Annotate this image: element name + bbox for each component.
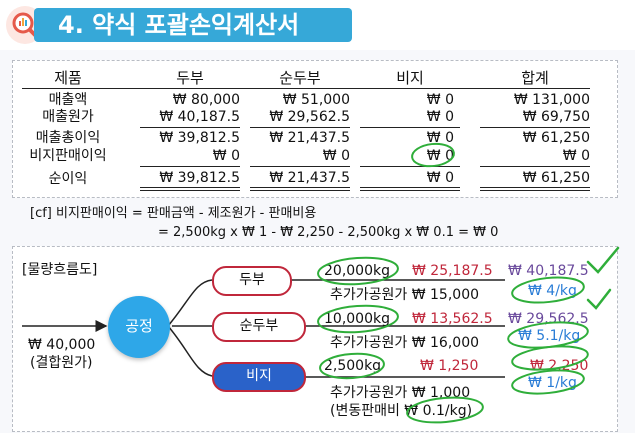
double-rule-total (480, 187, 590, 191)
row-label-sales: 매출액 (48, 92, 88, 108)
cell-okara-profit-tofu: ₩ 0 (212, 148, 240, 164)
subtotal-rule-tofu (140, 127, 240, 128)
cell-gross-soft-tofu: ₩ 21,437.5 (269, 130, 350, 146)
header: 4. 약식 포괄손익계산서 (0, 0, 635, 50)
total-okara: ₩ 2,250 (530, 358, 589, 374)
cell-cogs-total: ₩ 69,750 (522, 109, 590, 125)
flow-title: [물량흐름도] (22, 262, 98, 278)
process-label: 공정 (125, 317, 153, 335)
page-title: 4. 약식 포괄손익계산서 (58, 11, 300, 39)
cell-gross-okara: ₩ 0 (426, 130, 454, 146)
unit-soft-tofu: ₩ 5.1/kg (518, 328, 581, 344)
qty-okara: 2,500kg (324, 358, 382, 374)
cell-cogs-tofu: ₩ 40,187.5 (159, 109, 240, 125)
alloc-soft-tofu: ₩ 13,562.5 (412, 311, 493, 327)
cell-net-soft-tofu: ₩ 21,437.5 (269, 170, 350, 186)
cell-net-tofu: ₩ 39,812.5 (159, 170, 240, 186)
double-rule-okara (360, 187, 460, 191)
col-header-soft-tofu: 순두부 (279, 69, 321, 87)
row-label-gross-profit: 매출총이익 (35, 130, 101, 146)
input-label: (결합원가) (30, 355, 93, 371)
col-header-okara: 비지 (396, 69, 424, 87)
row-label-net-income: 순이익 (48, 171, 88, 187)
unit-tofu: ₩ 4/kg (528, 283, 577, 299)
col-header-total: 합계 (521, 69, 549, 87)
cell-okara-profit-okara: ₩ 0 (426, 148, 454, 164)
product-label-okara: 비지 (246, 368, 272, 384)
row-label-cogs: 매출원가 (42, 109, 94, 125)
cell-gross-total: ₩ 61,250 (522, 130, 590, 146)
cell-net-total: ₩ 61,250 (522, 170, 590, 186)
cell-gross-tofu: ₩ 39,812.5 (159, 130, 240, 146)
income-statement-panel (12, 60, 618, 198)
alloc-okara: ₩ 1,250 (420, 358, 479, 374)
note-calculation: = 2,500kg x ₩ 1 - ₩ 2,250 - 2,500kg x ₩ … (158, 225, 499, 240)
product-node-tofu (212, 266, 292, 296)
process-node (108, 296, 170, 358)
cell-okara-profit-total: ₩ 0 (562, 148, 590, 164)
col-header-tofu: 두부 (176, 69, 204, 87)
add-cost-okara: 추가가공원가 ₩ 1,000 (330, 385, 471, 401)
col-header-product: 제품 (54, 69, 82, 87)
cell-net-okara: ₩ 0 (426, 170, 454, 186)
qty-soft-tofu: 10,000kg (324, 311, 390, 327)
row-label-okara-profit: 비지판매이익 (29, 148, 107, 164)
cell-cogs-soft-tofu: ₩ 29,562.5 (269, 109, 350, 125)
subtotal-rule-soft-tofu (250, 127, 350, 128)
alloc-tofu: ₩ 25,187.5 (412, 263, 493, 279)
cell-sales-total: ₩ 131,000 (513, 92, 590, 108)
cell-sales-okara: ₩ 0 (426, 92, 454, 108)
header-rule (22, 88, 590, 89)
net-rule-total (480, 166, 590, 167)
total-soft-tofu: ₩ 29,562.5 (508, 311, 589, 327)
cell-sales-tofu: ₩ 80,000 (172, 92, 240, 108)
variable-selling-cost: (변동판매비 ₩ 0.1/kg) (330, 403, 473, 419)
unit-okara: ₩ 1/kg (528, 375, 577, 391)
total-tofu: ₩ 40,187.5 (508, 263, 589, 279)
cell-sales-soft-tofu: ₩ 51,000 (282, 92, 350, 108)
double-rule-tofu (140, 187, 240, 191)
subtotal-rule-total (480, 127, 590, 128)
double-rule-soft-tofu (250, 187, 350, 191)
net-rule-okara (360, 166, 460, 167)
product-label-tofu: 두부 (239, 272, 265, 288)
net-rule-soft-tofu (250, 166, 350, 167)
add-cost-soft-tofu: 추가가공원가 ₩ 16,000 (330, 335, 480, 351)
subtotal-rule-okara (360, 127, 460, 128)
product-node-okara (212, 362, 306, 392)
note-formula: [cf] 비지판매이익 = 판매금액 - 제조원가 - 판매비용 (30, 206, 317, 221)
product-node-soft-tofu (212, 312, 306, 342)
hand-circle-annotation (411, 142, 455, 168)
product-label-soft-tofu: 순두부 (239, 318, 279, 334)
title-bar (34, 8, 352, 42)
cell-cogs-okara: ₩ 0 (426, 109, 454, 125)
input-cost: ₩ 40,000 (28, 337, 96, 353)
add-cost-tofu: 추가가공원가 ₩ 15,000 (330, 287, 480, 303)
qty-tofu: 20,000kg (324, 263, 390, 279)
net-rule-tofu (140, 166, 240, 167)
cell-okara-profit-soft-tofu: ₩ 0 (322, 148, 350, 164)
